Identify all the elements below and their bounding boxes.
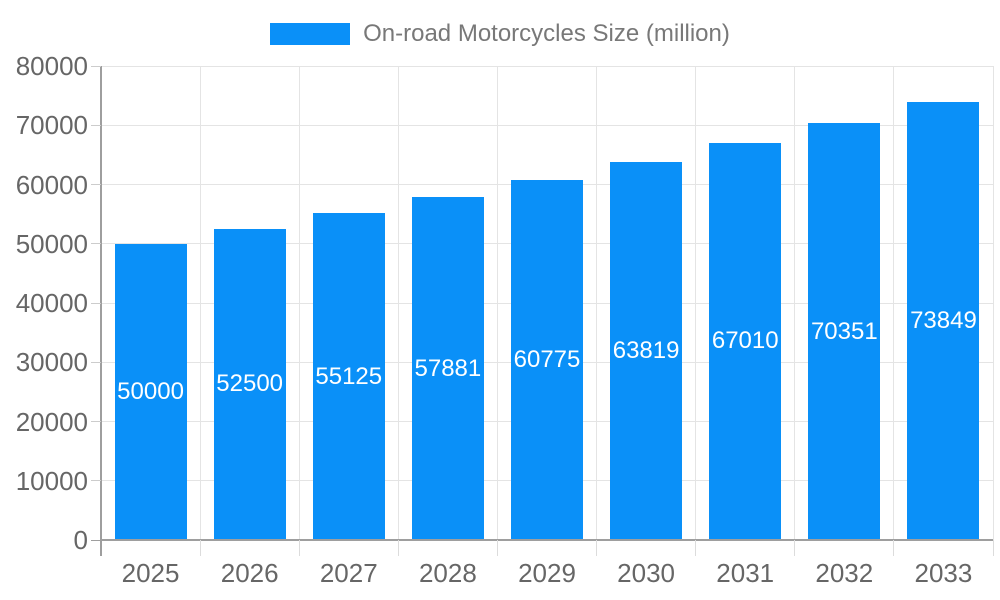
y-tick-label: 80000 (15, 51, 88, 81)
bar-value-label: 52500 (216, 370, 284, 398)
legend-label: On-road Motorcycles Size (million) (363, 20, 730, 47)
x-tick-label: 2028 (418, 558, 477, 588)
y-axis-tick (91, 302, 101, 304)
x-axis-tick (298, 540, 300, 556)
bar: 57881 (411, 197, 484, 540)
x-axis-line (100, 539, 993, 541)
x-axis-tick (695, 540, 697, 556)
v-gridline (794, 66, 796, 540)
bar-value-label: 55125 (315, 362, 383, 390)
y-axis-tick (91, 124, 101, 126)
x-tick-label: 2025 (121, 558, 180, 588)
bar-value-label: 70351 (810, 317, 878, 345)
x-axis-tick (496, 540, 498, 556)
legend-swatch (270, 23, 351, 45)
v-gridline (596, 66, 598, 540)
y-tick-label: 10000 (15, 465, 88, 496)
bar: 50000 (114, 243, 187, 540)
y-axis-tick (91, 421, 101, 422)
x-tick-label: 2033 (914, 558, 973, 588)
y-axis-tick (91, 480, 101, 482)
y-axis-tick (91, 243, 101, 245)
bar-value-label: 63819 (612, 336, 680, 364)
v-gridline (397, 66, 399, 540)
x-axis-tick (893, 540, 895, 556)
x-tick-label: 2029 (518, 558, 576, 588)
y-tick-label: 50000 (15, 228, 88, 259)
x-axis-tick (596, 540, 598, 556)
y-tick-label: 70000 (15, 110, 88, 141)
bar: 63819 (610, 161, 683, 540)
y-axis-line (100, 66, 102, 556)
v-gridline (695, 66, 697, 540)
bar-value-label: 60775 (513, 345, 581, 373)
y-tick-label: 60000 (15, 169, 88, 200)
x-tick-label: 2032 (815, 558, 874, 588)
y-tick-label: 20000 (15, 406, 88, 437)
v-gridline (496, 66, 498, 540)
v-gridline (893, 66, 895, 540)
bar: 52500 (213, 228, 286, 540)
bar: 73849 (907, 102, 980, 540)
h-gridline (101, 65, 993, 67)
y-axis-tick (91, 65, 101, 67)
v-gridline (199, 66, 201, 540)
plot-area: 50000 52500 55125 57881 60775 63819 67010 70351… (100, 65, 994, 556)
y-tick-label: 0 (73, 525, 88, 555)
bar: 60775 (511, 179, 583, 540)
y-axis-tick (91, 539, 101, 541)
x-tick-label: 2031 (716, 558, 775, 588)
y-axis-tick (91, 184, 101, 185)
x-tick-label: 2030 (617, 558, 676, 588)
x-axis-tick (794, 540, 796, 556)
y-tick-label: 30000 (15, 347, 88, 378)
bar: 67010 (709, 142, 782, 540)
x-tick-label: 2027 (319, 558, 378, 588)
bar: 70351 (808, 123, 881, 540)
bar: 55125 (312, 213, 385, 540)
bar-value-label: 73849 (910, 307, 977, 335)
x-axis-tick (397, 540, 399, 556)
bar-value-label: 67010 (711, 327, 779, 355)
legend[interactable]: On-road Motorcycles Size (million) (0, 20, 1000, 47)
h-gridline (101, 124, 993, 126)
v-gridline (992, 66, 994, 540)
x-axis-tick (199, 540, 201, 556)
bar-value-label: 50000 (117, 377, 184, 405)
v-gridline (298, 66, 300, 540)
y-axis-tick (91, 361, 101, 363)
x-axis-tick (992, 540, 994, 556)
bar-value-label: 57881 (414, 354, 482, 382)
y-tick-label: 40000 (15, 288, 88, 318)
x-tick-label: 2026 (220, 558, 279, 588)
